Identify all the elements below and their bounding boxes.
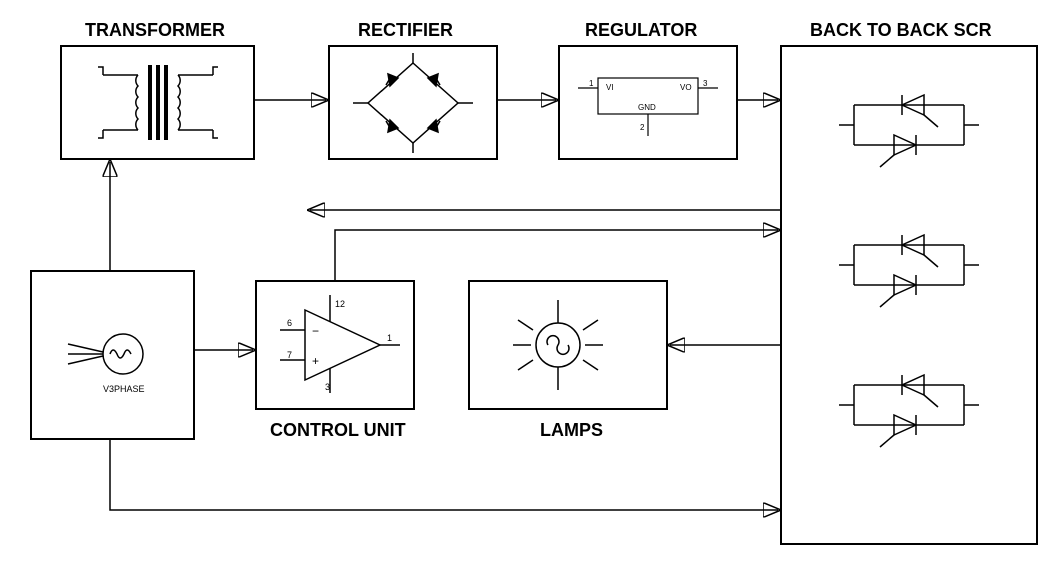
label-lamps: LAMPS [540, 420, 603, 441]
block-3phase-input: V3PHASE [30, 270, 195, 440]
label-transformer: TRANSFORMER [85, 20, 225, 41]
3phase-input-icon: V3PHASE [48, 314, 178, 424]
block-lamps [468, 280, 668, 410]
regulator-pin2: 2 [640, 123, 645, 132]
block-regulator: 1 VI VO 3 GND 2 [558, 45, 738, 160]
svg-text:+: + [312, 354, 319, 368]
transformer-icon [78, 55, 238, 150]
lamp-icon [483, 290, 653, 400]
block-scr [780, 45, 1038, 545]
label-control-unit: CONTROL UNIT [270, 420, 406, 441]
label-rectifier: RECTIFIER [358, 20, 453, 41]
label-regulator: REGULATOR [585, 20, 697, 41]
rectifier-icon [348, 53, 478, 153]
opamp-1: 1 [387, 333, 392, 343]
regulator-pin1: 1 [589, 79, 594, 88]
label-backtoback: BACK TO BACK SCR [810, 20, 992, 41]
opamp-6: 6 [287, 318, 292, 328]
regulator-gnd: GND [638, 103, 656, 112]
regulator-pin3: 3 [703, 79, 708, 88]
scr-icon [804, 80, 1014, 510]
opamp-3: 3 [325, 382, 330, 392]
block-rectifier [328, 45, 498, 160]
regulator-vi: VI [606, 83, 614, 92]
regulator-vo: VO [680, 83, 692, 92]
block-transformer [60, 45, 255, 160]
opamp-7: 7 [287, 350, 292, 360]
opamp-icon: − + 12 6 7 3 1 [260, 285, 410, 405]
block-control-unit: − + 12 6 7 3 1 [255, 280, 415, 410]
regulator-icon: 1 VI VO 3 GND 2 [568, 58, 728, 148]
v3phase-text: V3PHASE [103, 384, 145, 394]
svg-text:−: − [312, 324, 319, 338]
opamp-12: 12 [335, 299, 345, 309]
